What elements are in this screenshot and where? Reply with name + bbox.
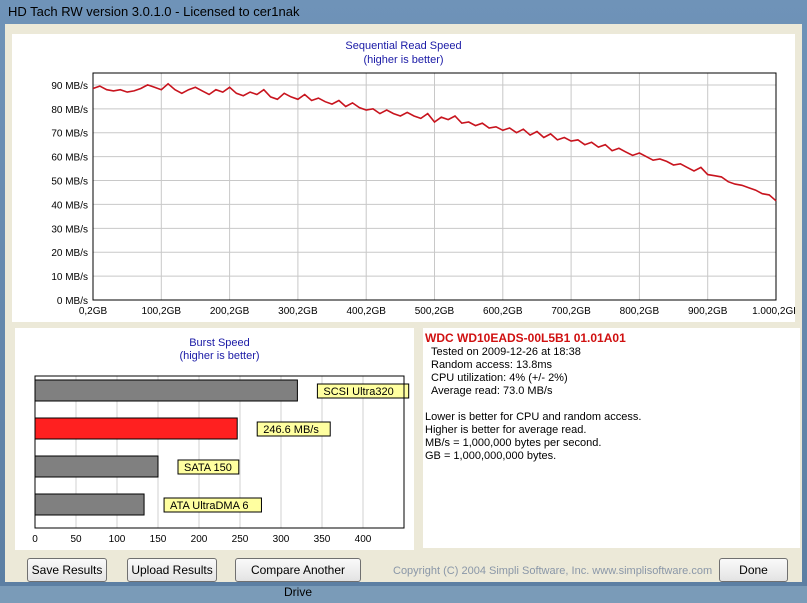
client-area: Sequential Read Speed (higher is better)… — [5, 24, 802, 599]
burst-bar — [34, 493, 145, 516]
y-tick-label: 90 MB/s — [51, 81, 88, 92]
results-panel: WDC WD10EADS-00L5B1 01.01A01 Tested on 2… — [423, 328, 800, 548]
x-tick-label: 400,2GB — [346, 306, 386, 317]
upload-results-button[interactable]: Upload Results — [127, 558, 217, 582]
random-access: Random access: 13.8ms — [431, 359, 553, 371]
y-tick-label: 40 MB/s — [51, 200, 88, 211]
burst-tick-label: 400 — [355, 534, 372, 545]
average-read: Average read: 73.0 MB/s — [431, 385, 553, 397]
burst-bar — [34, 379, 298, 402]
y-tick-label: 70 MB/s — [51, 129, 88, 140]
x-tick-label: 100,2GB — [142, 306, 182, 317]
note-line-2: Higher is better for average read. — [425, 424, 587, 436]
burst-bar-label: SATA 150 — [184, 462, 232, 474]
burst-panel: Burst Speed (higher is better) 0 50 100 150… — [15, 328, 414, 550]
read-speed-line — [92, 82, 777, 202]
x-tick-label: 700,2GB — [551, 306, 591, 317]
note-line-1: Lower is better for CPU and random acces… — [425, 411, 642, 423]
y-tick-label: 60 MB/s — [51, 153, 88, 164]
burst-tick-label: 200 — [191, 534, 208, 545]
x-tick-label: 0,2GB — [79, 306, 108, 317]
sequential-title: Sequential Read Speed — [345, 40, 462, 52]
sequential-subtitle: (higher is better) — [363, 54, 444, 66]
y-tick-label: 10 MB/s — [51, 272, 88, 283]
x-tick-label: 200,2GB — [210, 306, 250, 317]
plot-border — [92, 72, 777, 301]
burst-plot-border — [34, 375, 405, 529]
burst-bar-label: SCSI Ultra320 — [323, 386, 393, 398]
burst-tick-label: 350 — [314, 534, 331, 545]
sequential-chart: 0 MB/s 10 MB/s 20 MB/s 30 MB/s 40 MB/s 50 MB/… — [51, 72, 795, 317]
burst-tick-label: 300 — [273, 534, 290, 545]
note-line-4: GB = 1,000,000,000 bytes. — [425, 450, 557, 462]
y-tick-label: 80 MB/s — [51, 105, 88, 116]
y-tick-label: 30 MB/s — [51, 224, 88, 235]
y-tick-label: 50 MB/s — [51, 177, 88, 188]
burst-label-box — [163, 497, 262, 513]
burst-tick-label: 100 — [109, 534, 126, 545]
save-results-button[interactable]: Save Results — [27, 558, 107, 582]
burst-label-box — [177, 459, 240, 475]
burst-bar — [34, 455, 159, 478]
burst-tick-label: 0 — [32, 534, 38, 545]
copyright-text: Copyright (C) 2004 Simpli Software, Inc.… — [393, 565, 713, 577]
x-tick-label: 500,2GB — [415, 306, 455, 317]
x-tick-label: 300,2GB — [278, 306, 318, 317]
drive-model: WDC WD10EADS-00L5B1 01.01A01 — [425, 331, 626, 345]
x-tick-label: 600,2GB — [483, 306, 523, 317]
y-tick-label: 20 MB/s — [51, 248, 88, 259]
burst-label-box — [316, 383, 410, 399]
burst-bar-label: 246.6 MB/s — [263, 424, 319, 436]
burst-bar-label: ATA UltraDMA 6 — [170, 500, 248, 512]
done-button[interactable]: Done — [719, 558, 788, 582]
sequential-panel: Sequential Read Speed (higher is better)… — [12, 34, 795, 322]
burst-title: Burst Speed — [189, 337, 250, 349]
burst-label-box — [256, 421, 331, 437]
burst-chart: 0 50 100 150 200 250 300 350 400 SCSI Ultra320 246… — [32, 375, 410, 545]
x-tick-label: 800,2GB — [620, 306, 660, 317]
tested-date: Tested on 2009-12-26 at 18:38 — [431, 346, 581, 358]
x-tick-label: 1.000,2GB — [752, 306, 795, 317]
cpu-utilization: CPU utilization: 4% (+/- 2%) — [431, 372, 568, 384]
burst-bar — [34, 417, 238, 440]
x-tick-label: 900,2GB — [688, 306, 728, 317]
burst-tick-label: 150 — [150, 534, 167, 545]
burst-tick-label: 250 — [232, 534, 249, 545]
burst-tick-label: 50 — [70, 534, 82, 545]
window-title: HD Tach RW version 3.0.1.0 - Licensed to… — [8, 4, 300, 19]
note-line-3: MB/s = 1,000,000 bytes per second. — [425, 437, 602, 449]
title-bar[interactable]: HD Tach RW version 3.0.1.0 - Licensed to… — [0, 0, 807, 24]
y-tick-label: 0 MB/s — [57, 296, 88, 307]
burst-subtitle: (higher is better) — [179, 350, 260, 362]
compare-drive-button[interactable]: Compare Another Drive — [235, 558, 361, 599]
